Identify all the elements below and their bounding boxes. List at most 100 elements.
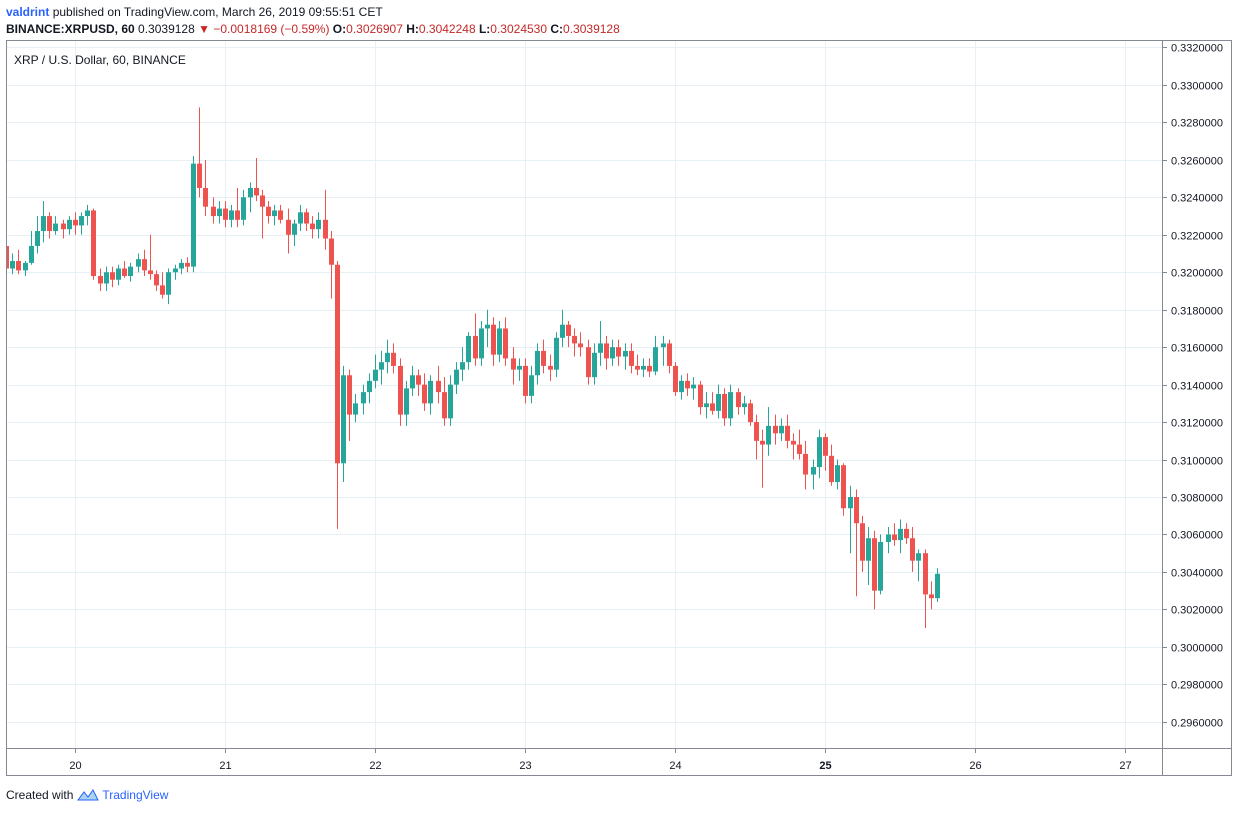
candle-body xyxy=(35,231,40,247)
y-tick-label: 0.3180000 xyxy=(1171,306,1223,318)
candle xyxy=(142,249,147,276)
candle xyxy=(122,261,127,278)
candle-body xyxy=(272,210,277,217)
candle xyxy=(173,264,178,280)
candle-body xyxy=(616,347,621,357)
candle-body xyxy=(848,497,853,509)
candle-body xyxy=(292,223,297,235)
candle xyxy=(797,429,802,460)
open-value: 0.3026907 xyxy=(346,22,403,36)
candle-body xyxy=(278,210,283,220)
candle xyxy=(310,216,315,239)
candle xyxy=(428,375,433,415)
candle-body xyxy=(286,219,291,235)
tradingview-brand[interactable]: TradingView xyxy=(77,788,168,802)
candle xyxy=(254,158,259,202)
x-tick-label: 26 xyxy=(969,760,981,772)
candle xyxy=(929,581,934,610)
down-triangle-icon: ▼ xyxy=(198,22,211,36)
candle xyxy=(203,159,208,217)
y-tick-label: 0.3220000 xyxy=(1171,231,1223,243)
candle xyxy=(391,343,396,374)
y-tick-label: 0.3060000 xyxy=(1171,530,1223,542)
low-label: L: xyxy=(478,22,491,36)
candle-body xyxy=(347,375,352,415)
candle xyxy=(197,107,202,198)
candle xyxy=(91,208,96,280)
candle xyxy=(517,358,522,381)
candle xyxy=(404,380,409,426)
candle-body xyxy=(29,246,34,263)
candle xyxy=(341,365,346,483)
candle-body xyxy=(197,163,202,188)
candle-body xyxy=(211,206,216,217)
y-tick-label: 0.3080000 xyxy=(1171,493,1223,505)
candle-body xyxy=(803,453,808,475)
candle xyxy=(892,523,897,546)
y-tick-label: 0.3200000 xyxy=(1171,268,1223,280)
candle xyxy=(661,335,666,366)
candle-body xyxy=(929,594,934,599)
candle xyxy=(829,444,834,486)
candle-body xyxy=(448,384,453,419)
candle xyxy=(73,212,78,235)
candle xyxy=(241,189,246,226)
candle-body xyxy=(629,350,634,366)
candle xyxy=(379,350,384,385)
candle xyxy=(854,489,859,597)
candle-body xyxy=(110,272,115,280)
candlestick-chart[interactable]: 0.3320000 0.3300000 0.3280000 0.3260000 0.32… xyxy=(4,40,1232,776)
candle-body xyxy=(517,365,522,370)
candle xyxy=(766,407,771,456)
candle xyxy=(41,201,46,243)
candle-body xyxy=(335,264,340,464)
candle-body xyxy=(41,216,46,232)
candle-body xyxy=(98,276,103,284)
candle-body xyxy=(878,541,883,591)
y-tick-label: 0.3260000 xyxy=(1171,156,1223,168)
candle xyxy=(610,339,615,366)
candle xyxy=(785,414,790,449)
candle xyxy=(592,343,597,385)
candle-body xyxy=(679,380,684,393)
author-name[interactable]: valdrint xyxy=(6,5,50,19)
chart-frame xyxy=(6,40,1232,776)
candle xyxy=(235,187,240,228)
candle xyxy=(935,568,940,602)
candle xyxy=(460,347,465,381)
candle-body xyxy=(829,455,834,483)
candle-body xyxy=(673,365,678,393)
created-with-text: Created with xyxy=(6,788,74,802)
chart-area[interactable]: 0.3320000 0.3300000 0.3280000 0.3260000 0.32… xyxy=(4,40,1232,776)
candle-body xyxy=(136,259,141,267)
candle-body xyxy=(47,216,52,232)
close-label: C: xyxy=(550,22,564,36)
candle xyxy=(422,373,427,411)
close-value: 0.3039128 xyxy=(563,22,620,36)
candle-body xyxy=(535,350,540,376)
candle-body xyxy=(748,403,753,423)
candle xyxy=(29,231,34,265)
candle-body xyxy=(53,223,58,232)
candle xyxy=(466,332,471,370)
candle xyxy=(698,380,703,415)
candle-body xyxy=(385,352,390,363)
candle-body xyxy=(398,365,403,415)
candle-body xyxy=(473,335,478,359)
candle xyxy=(541,339,546,374)
candle-body xyxy=(667,343,672,366)
candle-body xyxy=(641,365,646,370)
y-tick-label: 0.3020000 xyxy=(1171,605,1223,617)
candle xyxy=(554,332,559,378)
candle-body xyxy=(736,392,741,408)
candle xyxy=(773,414,778,445)
candle-body xyxy=(436,380,441,393)
candle xyxy=(673,362,678,396)
candle xyxy=(716,384,721,419)
candle xyxy=(916,549,921,582)
candle-body xyxy=(266,206,271,217)
candle-body xyxy=(923,553,928,595)
candle xyxy=(742,395,747,415)
candle xyxy=(647,358,652,378)
candle-body xyxy=(523,365,528,396)
